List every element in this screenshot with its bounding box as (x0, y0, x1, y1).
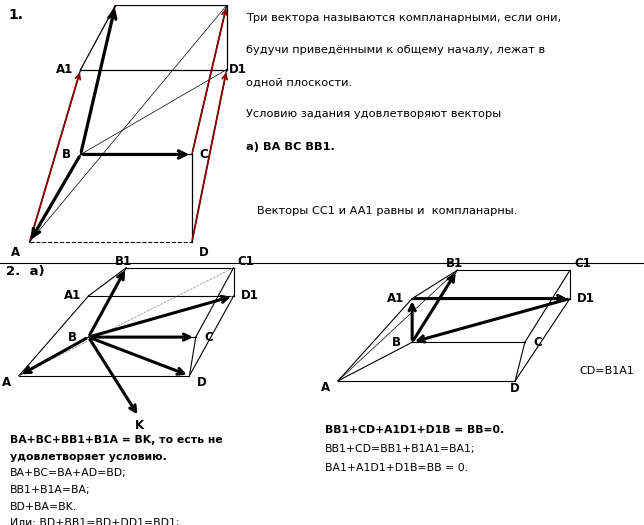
Text: 1.: 1. (9, 8, 24, 22)
Text: Векторы CC1 и AA1 равны и  компланарны.: Векторы CC1 и AA1 равны и компланарны. (246, 206, 518, 216)
Text: B: B (392, 336, 401, 349)
Text: BA+BC=BA+AD=BD;: BA+BC=BA+AD=BD; (10, 468, 126, 478)
Text: K: K (135, 419, 144, 433)
Text: одной плоскости.: одной плоскости. (246, 77, 352, 87)
Text: B: B (68, 331, 77, 343)
Text: D: D (197, 375, 207, 388)
Text: BA1+A1D1+D1B=BB = 0.: BA1+A1D1+D1B=BB = 0. (325, 463, 468, 473)
Text: C: C (533, 336, 542, 349)
Text: B1: B1 (446, 257, 462, 270)
Text: C1: C1 (238, 255, 255, 268)
Text: D: D (198, 246, 209, 259)
Text: BB1+CD=BB1+B1A1=BA1;: BB1+CD=BB1+B1A1=BA1; (325, 444, 476, 454)
Text: BB1+CD+A1D1+D1B = BB=0.: BB1+CD+A1D1+D1B = BB=0. (325, 425, 504, 435)
Text: BB1+B1A=BA;: BB1+B1A=BA; (10, 485, 90, 495)
Text: C1: C1 (574, 257, 591, 270)
Text: 2.  a): 2. a) (6, 265, 45, 278)
Text: CD=B1A1: CD=B1A1 (580, 365, 634, 375)
Text: C: C (199, 148, 208, 161)
Text: Или: BD+BB1=BD+DD1=BD1;: Или: BD+BB1=BD+DD1=BD1; (10, 519, 179, 525)
Text: удовлетворяет условию.: удовлетворяет условию. (10, 452, 166, 461)
Text: B1: B1 (115, 255, 132, 268)
Text: BA+BC+BB1+B1A = BK, то есть не: BA+BC+BB1+B1A = BK, то есть не (10, 435, 222, 445)
Text: A1: A1 (64, 289, 81, 302)
Text: A1: A1 (388, 292, 404, 305)
Text: A: A (2, 375, 11, 388)
Text: C: C (204, 331, 213, 343)
Text: D1: D1 (229, 63, 247, 76)
Text: будучи приведёнными к общему началу, лежат в: будучи приведёнными к общему началу, леж… (246, 45, 545, 55)
Text: C1: C1 (230, 0, 247, 2)
Text: Три вектора называются компланарными, если они,: Три вектора называются компланарными, ес… (246, 13, 562, 23)
Text: B: B (62, 148, 71, 161)
Text: D: D (510, 382, 520, 395)
Text: A1: A1 (56, 63, 73, 76)
Text: A: A (321, 381, 330, 394)
Text: D1: D1 (577, 292, 595, 305)
Text: BD+BA=BK.: BD+BA=BK. (10, 502, 77, 512)
Text: D1: D1 (240, 289, 258, 302)
Text: A: A (11, 246, 20, 259)
Text: а) BA BC BB1.: а) BA BC BB1. (246, 142, 335, 152)
Text: Условию задания удовлетворяют векторы: Условию задания удовлетворяют векторы (246, 109, 502, 119)
